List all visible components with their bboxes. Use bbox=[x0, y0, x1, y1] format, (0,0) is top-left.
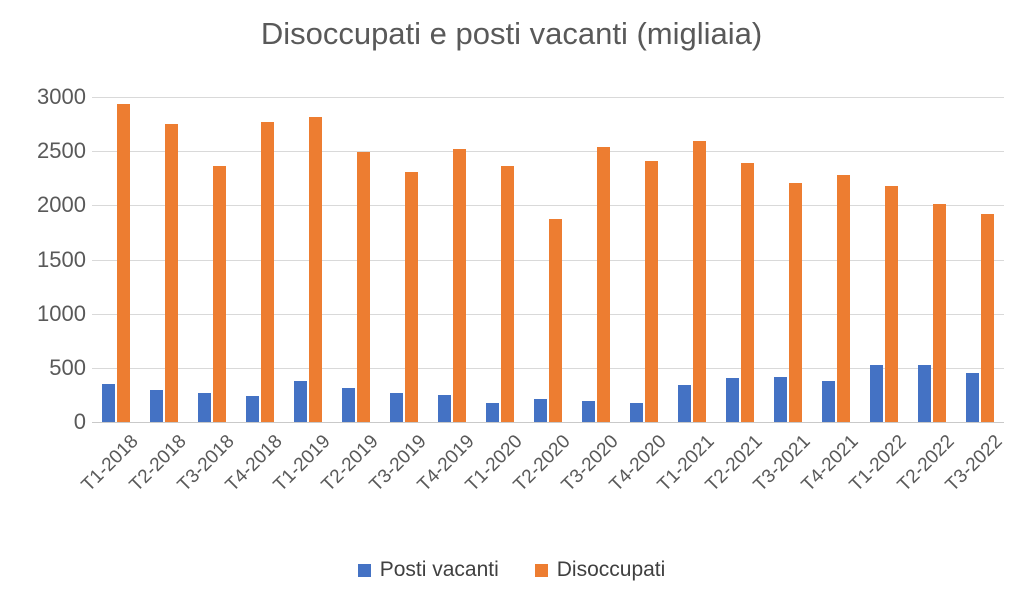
bar-disoccupati-T3-2020 bbox=[597, 146, 610, 422]
bar-disoccupati-T2-2019 bbox=[357, 151, 370, 422]
bar-posti-vacanti-T3-2020 bbox=[582, 401, 595, 422]
legend-item-disoccupati: Disoccupati bbox=[534, 558, 666, 582]
bar-posti-vacanti-T2-2020 bbox=[534, 399, 547, 422]
bar-posti-vacanti-T3-2019 bbox=[390, 392, 403, 422]
y-tick-label-0: 0 bbox=[73, 409, 86, 434]
y-tick-label-1000: 1000 bbox=[37, 301, 86, 326]
bar-disoccupati-T1-2021 bbox=[693, 141, 706, 422]
gridline-2000 bbox=[92, 205, 1004, 206]
legend-item-posti-vacanti: Posti vacanti bbox=[357, 558, 499, 582]
bar-posti-vacanti-T1-2022 bbox=[870, 364, 883, 422]
bar-posti-vacanti-T3-2022 bbox=[966, 372, 979, 422]
y-tick-label-2000: 2000 bbox=[37, 192, 86, 217]
bar-disoccupati-T2-2022 bbox=[933, 204, 946, 422]
gridline-1500 bbox=[92, 260, 1004, 261]
bar-disoccupati-T1-2019 bbox=[309, 117, 322, 422]
bar-posti-vacanti-T3-2021 bbox=[774, 376, 787, 422]
bar-posti-vacanti-T4-2021 bbox=[822, 380, 835, 422]
gridline-1000 bbox=[92, 314, 1004, 315]
bar-posti-vacanti-T1-2021 bbox=[678, 385, 691, 422]
bar-posti-vacanti-T3-2018 bbox=[198, 393, 211, 422]
x-axis-line bbox=[92, 422, 1004, 423]
bar-disoccupati-T4-2021 bbox=[837, 175, 850, 422]
y-tick-label-3000: 3000 bbox=[37, 84, 86, 109]
bar-posti-vacanti-T4-2020 bbox=[630, 403, 643, 422]
legend: Posti vacanti Disoccupati bbox=[0, 558, 1023, 582]
legend-label: Disoccupati bbox=[556, 558, 666, 581]
bar-disoccupati-T2-2021 bbox=[741, 163, 754, 422]
gridline-2500 bbox=[92, 151, 1004, 152]
bar-disoccupati-T3-2021 bbox=[789, 182, 802, 422]
y-tick-label-1500: 1500 bbox=[37, 247, 86, 272]
bar-disoccupati-T2-2020 bbox=[549, 218, 562, 422]
bar-posti-vacanti-T2-2019 bbox=[342, 388, 355, 422]
bar-disoccupati-T2-2018 bbox=[165, 123, 178, 422]
bar-disoccupati-T4-2019 bbox=[453, 149, 466, 422]
bar-disoccupati-T1-2018 bbox=[117, 103, 130, 422]
bar-posti-vacanti-T1-2020 bbox=[486, 403, 499, 422]
bar-disoccupati-T4-2020 bbox=[645, 160, 658, 422]
bar-posti-vacanti-T4-2018 bbox=[246, 396, 259, 422]
gridline-500 bbox=[92, 368, 1004, 369]
bar-disoccupati-T3-2019 bbox=[405, 171, 418, 422]
bar-disoccupati-T1-2022 bbox=[885, 186, 898, 422]
legend-label: Posti vacanti bbox=[379, 558, 499, 581]
bar-posti-vacanti-T2-2022 bbox=[918, 365, 931, 422]
bar-disoccupati-T3-2022 bbox=[981, 214, 994, 422]
legend-swatch-icon bbox=[534, 563, 548, 577]
bar-posti-vacanti-T1-2018 bbox=[102, 383, 115, 422]
y-tick-label-500: 500 bbox=[49, 355, 86, 380]
bar-posti-vacanti-T1-2019 bbox=[294, 380, 307, 422]
bar-posti-vacanti-T2-2021 bbox=[726, 377, 739, 422]
legend-swatch-icon bbox=[357, 563, 371, 577]
gridline-3000 bbox=[92, 97, 1004, 98]
y-tick-label-2500: 2500 bbox=[37, 138, 86, 163]
chart-title: Disoccupati e posti vacanti (migliaia) bbox=[260, 16, 763, 51]
bar-disoccupati-T1-2020 bbox=[501, 165, 514, 422]
bar-disoccupati-T4-2018 bbox=[261, 122, 274, 422]
bar-disoccupati-T3-2018 bbox=[213, 166, 226, 422]
bar-posti-vacanti-T2-2018 bbox=[150, 390, 163, 422]
bar-posti-vacanti-T4-2019 bbox=[438, 394, 451, 422]
